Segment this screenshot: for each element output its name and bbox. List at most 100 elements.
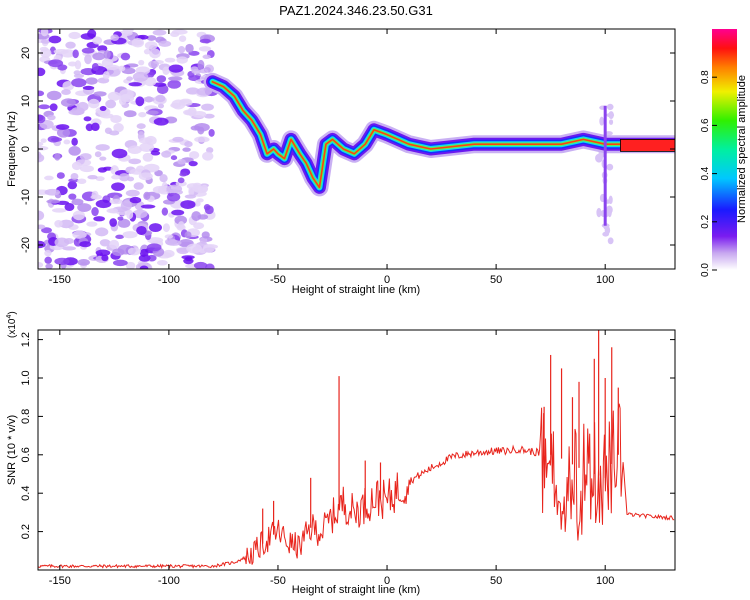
noise-blob	[193, 222, 205, 230]
colorbar-label: Normalized spectral amplitude	[736, 75, 748, 223]
noise-blob	[201, 231, 210, 239]
noise-blob	[138, 112, 147, 118]
noise-blob	[199, 237, 208, 244]
noise-blob	[167, 79, 181, 89]
x-tick-label: 50	[490, 274, 502, 286]
noise-blob	[139, 142, 155, 153]
noise-blob	[184, 141, 193, 148]
noise-blob	[111, 174, 121, 180]
y-tick-label: 0.2	[20, 524, 32, 539]
noise-blob	[68, 31, 81, 40]
noise-blob	[47, 114, 56, 121]
noise-blob	[149, 48, 161, 59]
y-tick-label: 1.2	[20, 332, 32, 347]
noise-blob	[60, 98, 76, 107]
noise-blob	[99, 105, 107, 112]
noise-blob	[68, 61, 77, 67]
noise-blob	[200, 184, 209, 193]
noise-blob	[174, 215, 188, 225]
noise-blob	[79, 165, 94, 173]
noise-blob	[62, 246, 76, 251]
noise-blob	[179, 172, 188, 177]
noise-blob	[44, 175, 54, 181]
noise-blob	[61, 89, 71, 96]
noise-blob	[105, 99, 117, 109]
noise-blob	[91, 122, 100, 132]
noise-blob	[101, 254, 109, 262]
noise-blob	[108, 208, 119, 214]
noise-blob	[39, 46, 49, 52]
noise-blob	[79, 241, 92, 248]
noise-blob	[205, 263, 215, 269]
noise-blob	[40, 29, 49, 37]
y-tick-label: 20	[20, 47, 32, 59]
noise-blob	[128, 158, 142, 165]
noise-blob	[146, 35, 157, 41]
noise-blob	[162, 66, 170, 76]
noise-blob	[77, 259, 90, 266]
snr-exponent-label: (x104)	[6, 311, 18, 338]
snr-x-axis-label: Height of straight line (km)	[292, 584, 420, 596]
y-tick-label: -10	[20, 189, 32, 205]
noise-blob	[132, 71, 149, 82]
noise-blob	[171, 209, 185, 216]
noise-blob	[38, 67, 46, 77]
noise-blob	[113, 123, 124, 133]
noise-blob	[164, 234, 174, 239]
noise-blob	[97, 167, 108, 173]
noise-blob	[202, 54, 211, 60]
noise-blob	[176, 247, 190, 255]
noise-blob	[177, 158, 186, 165]
x-tick-label: -150	[49, 575, 71, 587]
noise-blob	[86, 221, 98, 227]
noise-blob	[198, 46, 212, 52]
noise-blob	[118, 65, 126, 72]
y-tick-label: 0	[20, 146, 32, 152]
noise-blob	[606, 163, 614, 171]
noise-blob	[111, 182, 125, 191]
spectrogram-y-axis-label: Frequency (Hz)	[6, 111, 18, 187]
noise-blob	[53, 49, 69, 55]
x-tick-label: -100	[158, 575, 180, 587]
noise-blob	[189, 151, 200, 159]
noise-blob	[185, 43, 194, 53]
x-tick-label: -150	[49, 274, 71, 286]
colorbar: 0.0 0.2 0.4 0.6 0.8 Normalized spectral ampl…	[700, 29, 748, 277]
x-tick-label: 100	[596, 575, 614, 587]
noise-blob	[155, 94, 166, 103]
noise-blob	[88, 98, 100, 109]
snr-y-ticks: 0.2 0.4 0.6 0.8 1.0 1.2	[20, 332, 675, 539]
noise-blob	[46, 199, 61, 204]
noise-blob	[54, 237, 70, 248]
noise-blob	[127, 247, 141, 256]
noise-blob	[48, 59, 64, 68]
x-tick-label: 0	[384, 575, 390, 587]
noise-blob	[87, 174, 98, 180]
y-tick-label: 10	[20, 95, 32, 107]
noise-blob	[127, 145, 142, 155]
noise-blob	[107, 91, 121, 101]
noise-blob	[101, 58, 114, 68]
noise-blob	[132, 209, 148, 219]
noise-blob	[203, 204, 211, 211]
noise-blob	[76, 101, 89, 112]
noise-blob	[138, 137, 153, 144]
noise-blob	[123, 110, 137, 118]
noise-blob	[109, 218, 118, 227]
snr-line	[38, 403, 675, 570]
colorbar-tick-label: 0.4	[700, 166, 711, 180]
noise-blob	[161, 207, 169, 216]
noise-blob	[158, 40, 172, 47]
noise-blob	[56, 172, 65, 179]
noise-blob	[111, 148, 128, 159]
noise-blob	[164, 238, 178, 246]
noise-blob	[95, 249, 111, 257]
noise-blob	[143, 191, 151, 200]
noise-blob	[191, 184, 203, 192]
noise-blob	[153, 117, 169, 126]
noise-blob	[95, 199, 112, 209]
noise-blob	[79, 153, 92, 161]
noise-blob	[607, 237, 614, 245]
noise-blob	[109, 198, 124, 205]
noise-blob	[44, 256, 52, 264]
